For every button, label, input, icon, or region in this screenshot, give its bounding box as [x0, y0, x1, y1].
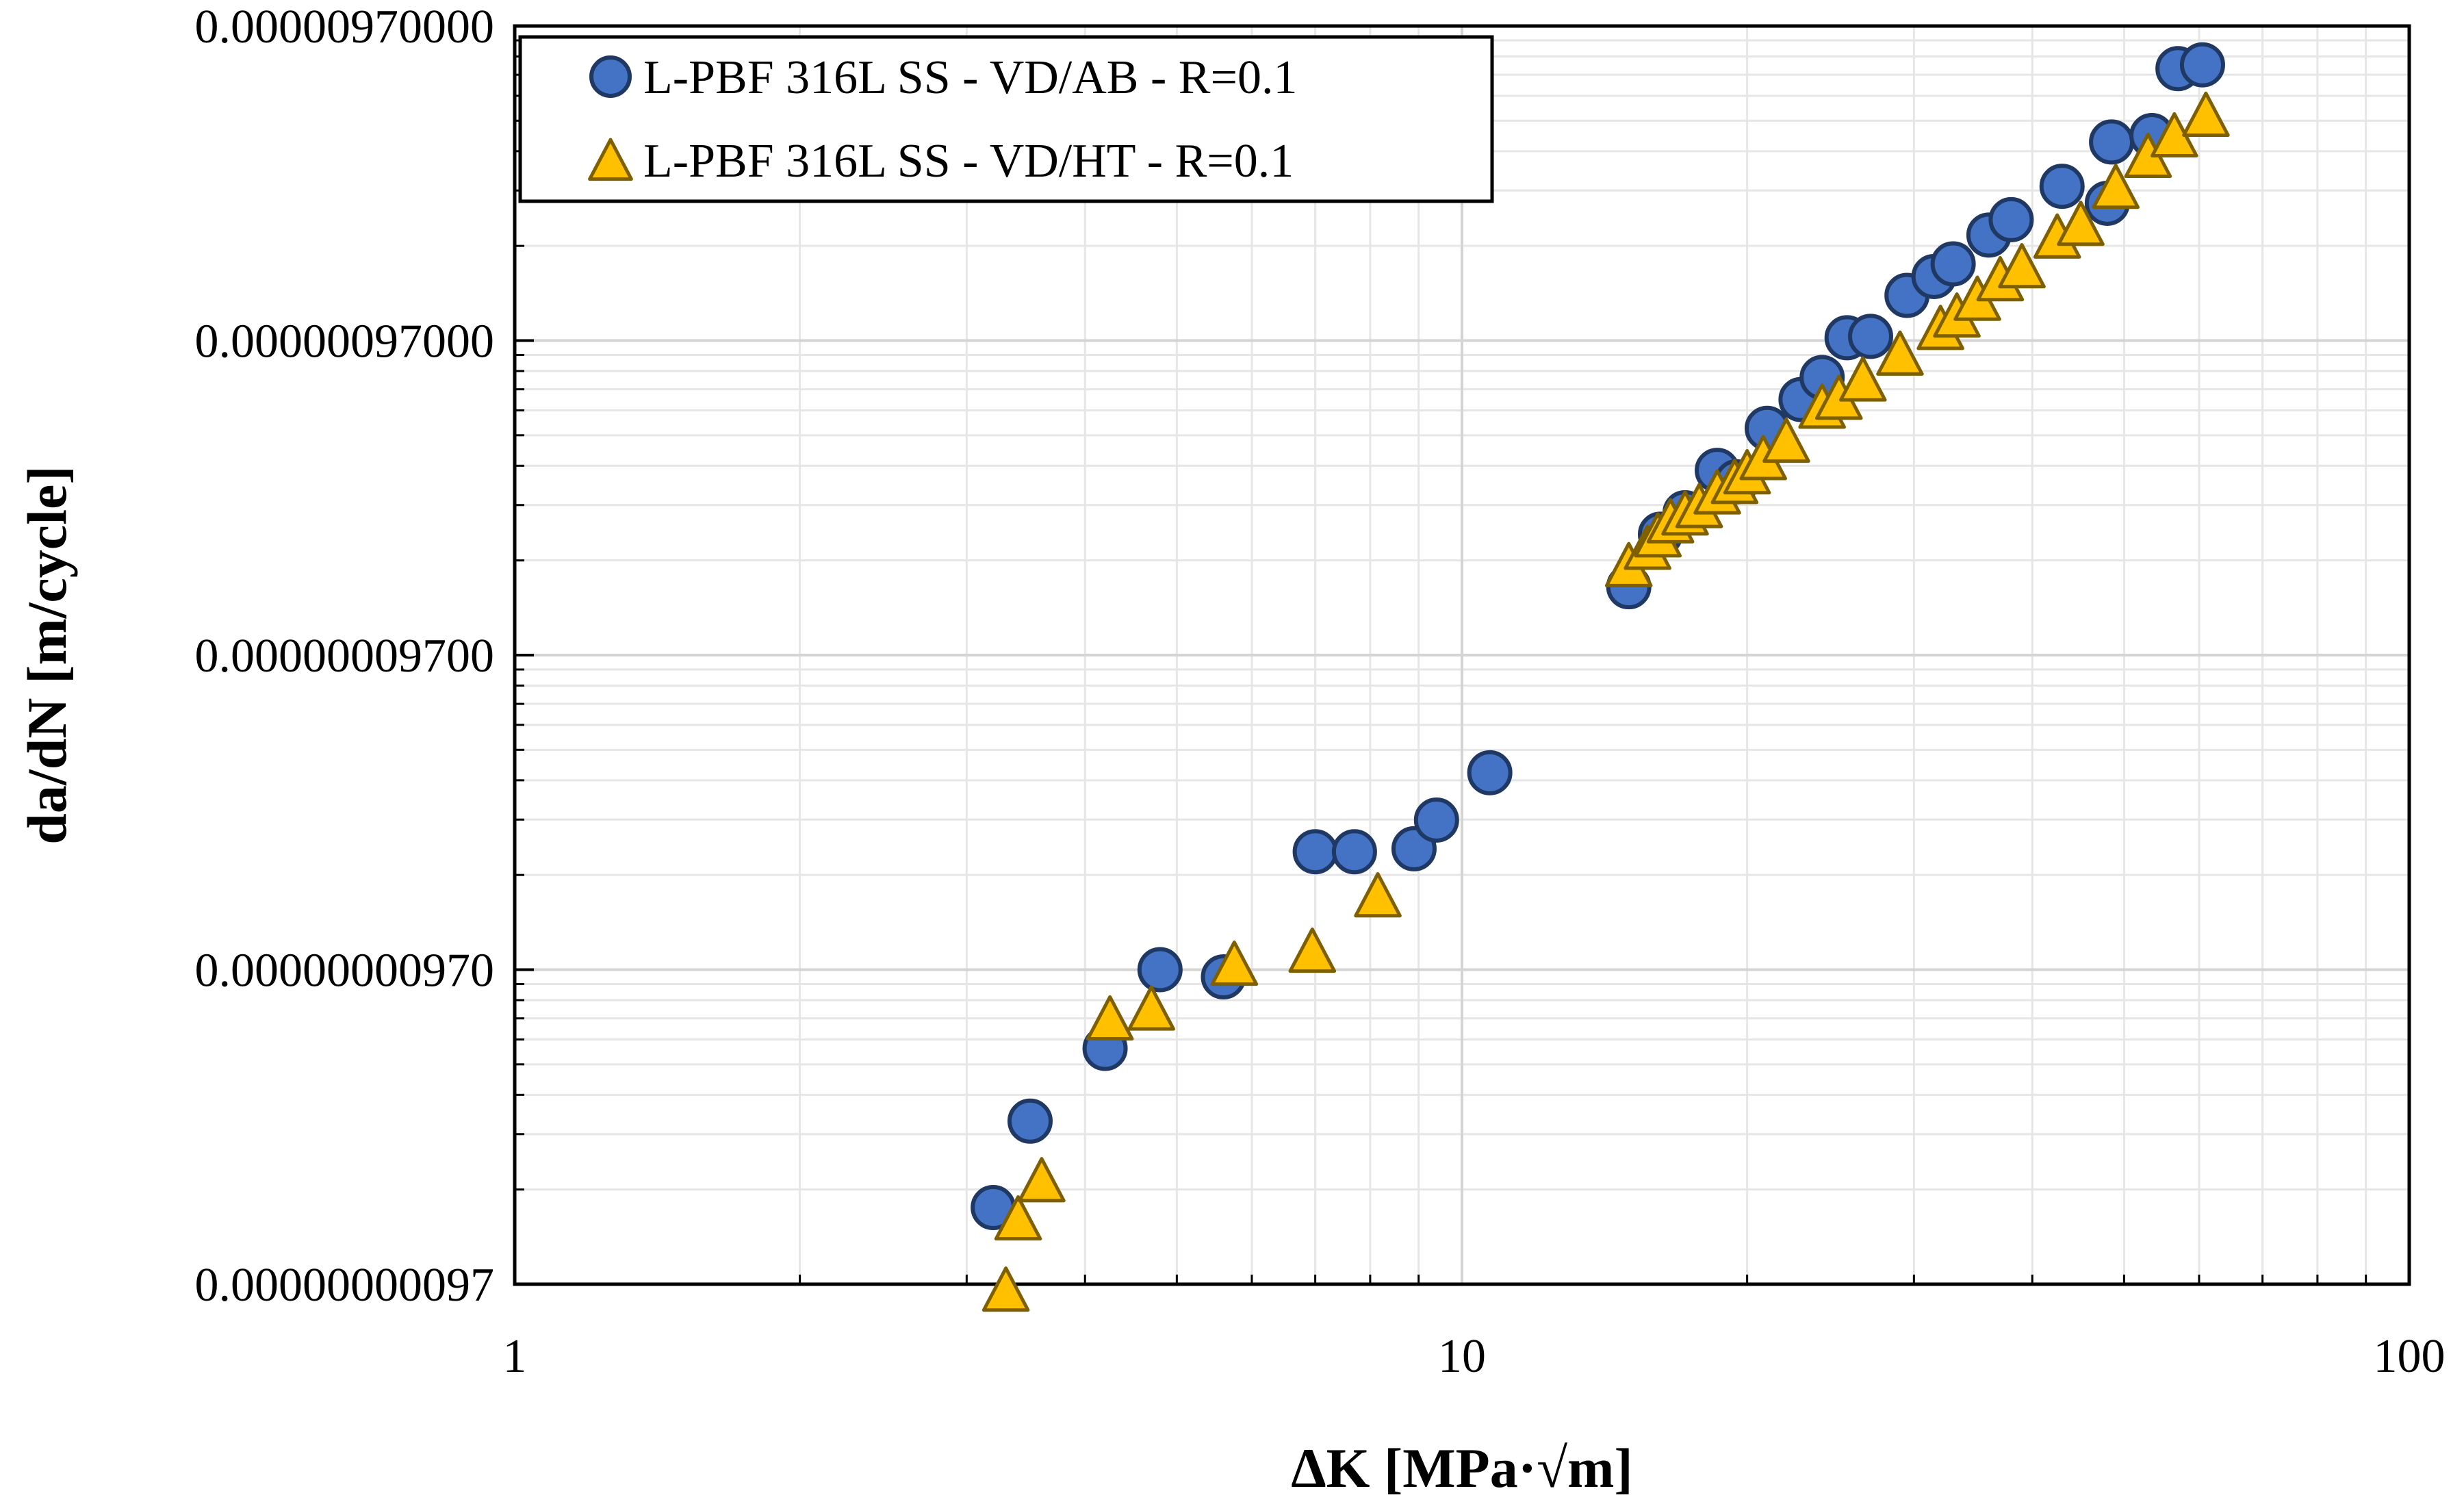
- x-tick-label: 1: [503, 1330, 527, 1383]
- legend-box: [518, 35, 1494, 203]
- point-vd-ab: [1467, 750, 1513, 795]
- point-vd-ht: [1998, 242, 2046, 289]
- y-axis-title: da/dN [m/cycle]: [16, 465, 78, 844]
- point-vd-ht: [1127, 985, 1175, 1031]
- point-vd-ht: [2182, 91, 2230, 137]
- y-tick-label: 0.00000009700: [195, 630, 495, 682]
- x-tick-label: 100: [2374, 1330, 2446, 1383]
- grid-major: [515, 26, 2409, 1284]
- data-points: [971, 42, 2230, 1312]
- point-vd-ab: [1292, 829, 1338, 875]
- point-vd-ht: [1876, 330, 1924, 376]
- point-vd-ht: [1018, 1157, 1066, 1203]
- point-vd-ht: [1354, 871, 1402, 918]
- point-vd-ab: [1413, 797, 1459, 843]
- point-vd-ab: [2179, 42, 2225, 88]
- y-tick-label: 0.00000000970: [195, 945, 495, 997]
- y-tick-label: 0.00000970000: [195, 1, 495, 53]
- point-vd-ht: [2057, 201, 2105, 246]
- point-vd-ht: [2092, 164, 2140, 209]
- legend-label-vd-ab: L-PBF 316L SS - VD/AB - R=0.1: [643, 51, 1297, 104]
- point-vd-ab: [1988, 196, 2034, 242]
- point-vd-ht: [994, 1195, 1042, 1241]
- point-vd-ab: [1848, 314, 1894, 359]
- point-vd-ab: [2089, 119, 2135, 165]
- y-tick-label: 0.00000000097: [195, 1259, 495, 1312]
- point-vd-ht: [1210, 940, 1259, 986]
- point-vd-ab: [1007, 1098, 1053, 1144]
- point-vd-ht: [981, 1266, 1030, 1312]
- x-axis-title: ΔK [MPa·√m]: [1291, 1437, 1632, 1499]
- point-vd-ht: [1762, 417, 1810, 463]
- legend: L-PBF 316L SS - VD/AB - R=0.1 L-PBF 316L…: [518, 35, 1494, 203]
- point-vd-ht: [1838, 356, 1887, 402]
- point-vd-ab: [1930, 241, 1976, 287]
- legend-marker-circle: [589, 55, 632, 98]
- point-vd-ht: [1288, 927, 1337, 973]
- point-vd-ab: [1331, 829, 1377, 875]
- y-tick-label: 0.00000097000: [195, 316, 495, 368]
- x-tick-label: 10: [1438, 1330, 1486, 1383]
- point-vd-ab: [1137, 947, 1183, 993]
- y-tick-labels: 0.00000000097 0.00000000970 0.00000009700 0…: [195, 1, 495, 1312]
- point-vd-ab: [2039, 164, 2085, 209]
- legend-marker-triangle: [588, 138, 633, 181]
- legend-label-vd-ht: L-PBF 316L SS - VD/HT - R=0.1: [643, 135, 1294, 188]
- x-tick-labels: 1 10 100: [503, 1330, 2446, 1383]
- point-vd-ht: [1086, 995, 1134, 1041]
